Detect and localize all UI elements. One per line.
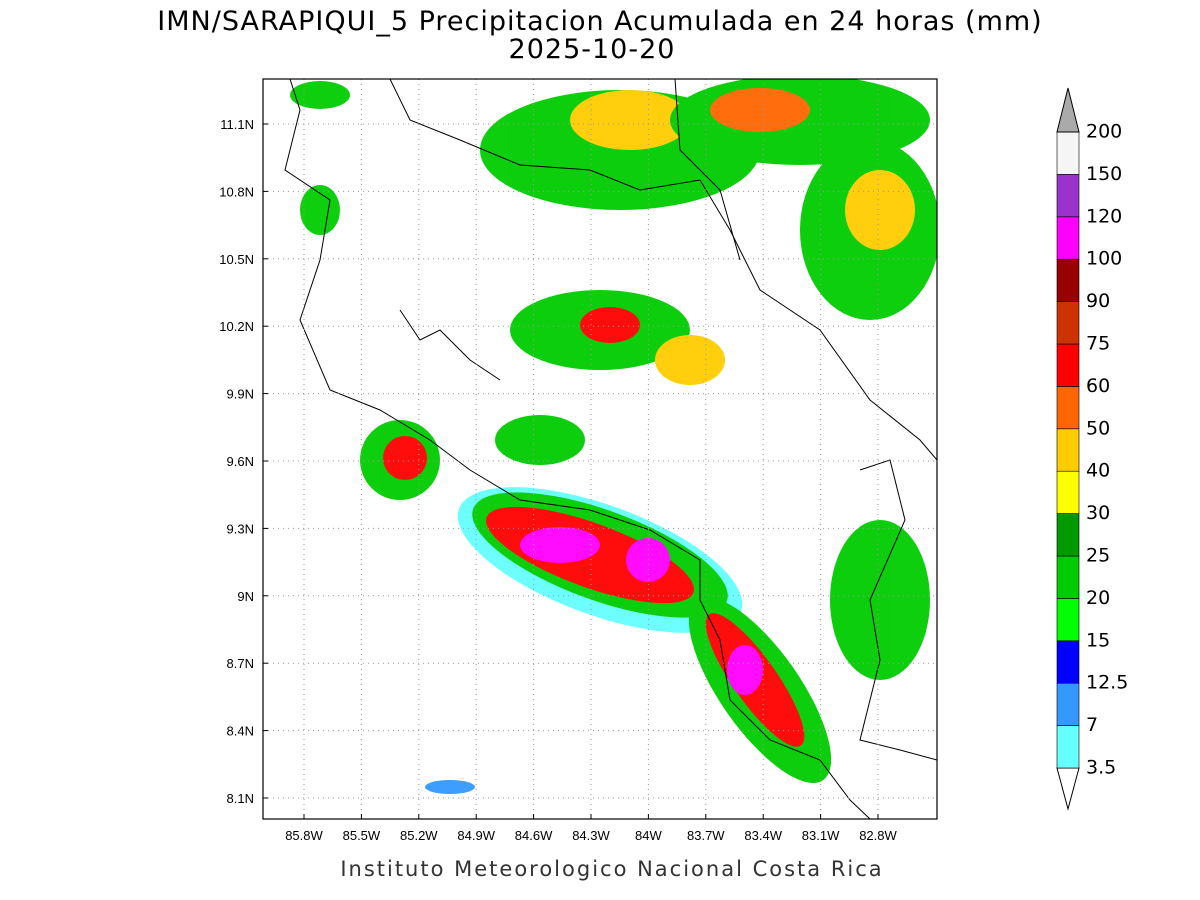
colorbar-label: 75 [1086,333,1110,355]
colorbar-label: 60 [1086,375,1110,397]
lat-tick-label: 8.1N [227,791,254,806]
lon-tick-label: 84.6W [515,828,553,843]
colorbar-label: 90 [1086,290,1110,312]
colorbar-label: 200 [1086,121,1122,143]
precip-field [284,79,937,819]
colorbar-triangle [1056,87,1080,133]
colorbar-label: 120 [1086,205,1122,227]
colorbar-box [1056,513,1080,557]
lon-tick-label: 83.7W [687,828,725,843]
colorbar-label: 25 [1086,545,1110,567]
lon-tick-label: 84.3W [572,828,610,843]
colorbar-box [1056,428,1080,472]
lat-tick-label: 9.6N [227,454,254,469]
colorbar-label: 50 [1086,417,1110,439]
map-frame [262,78,938,820]
lon-tick-label: 85.8W [285,828,323,843]
colorbar-box [1056,386,1080,430]
colorbar-box [1056,555,1080,599]
lat-tick-label: 11.1N [220,117,254,132]
lat-tick-label: 8.7N [227,656,254,671]
lat-tick-label: 8.4N [227,724,254,739]
lon-tick-label: 83.4W [744,828,782,843]
lat-tick-label: 9.9N [227,387,254,402]
lat-tick-label: 10.8N [219,184,254,199]
date: 2025-10-20 [509,34,676,65]
lon-tick-label: 84.9W [457,828,495,843]
colorbar-label: 15 [1086,629,1110,651]
title: IMN/SARAPIQUI_5 Precipitacion Acumulada … [157,6,1042,37]
lat-tick-label: 9.3N [227,521,254,536]
colorbar-label: 12.5 [1086,672,1128,694]
colorbar-label: 3.5 [1086,757,1116,779]
colorbar-label: 100 [1086,248,1122,270]
colorbar-label: 40 [1086,460,1110,482]
colorbar-label: 20 [1086,587,1110,609]
colorbar-box [1056,174,1080,218]
colorbar-box [1056,258,1080,302]
lat-tick-label: 9N [237,589,254,604]
colorbar-box [1056,682,1080,726]
colorbar-box [1056,301,1080,345]
lon-tick-label: 85.2W [400,828,438,843]
lon-tick-label: 83.1W [802,828,840,843]
lon-tick-label: 84W [635,828,662,843]
colorbar-box [1056,131,1080,175]
colorbar-box [1056,725,1080,769]
colorbar-box [1056,640,1080,684]
lon-tick-label: 82.8W [859,828,897,843]
colorbar-box [1056,343,1080,387]
colorbar-triangle [1056,767,1080,811]
colorbar-label: 30 [1086,502,1110,524]
colorbar-box [1056,470,1080,514]
colorbar-label: 150 [1086,163,1122,185]
colorbar-box [1056,216,1080,260]
colorbar-label: 7 [1086,714,1098,736]
lat-tick-label: 10.5N [219,252,254,267]
lat-tick-label: 10.2N [219,319,254,334]
lon-tick-label: 85.5W [343,828,381,843]
footer: Instituto Meteorologico Nacional Costa R… [340,857,883,881]
colorbar-box [1056,598,1080,642]
